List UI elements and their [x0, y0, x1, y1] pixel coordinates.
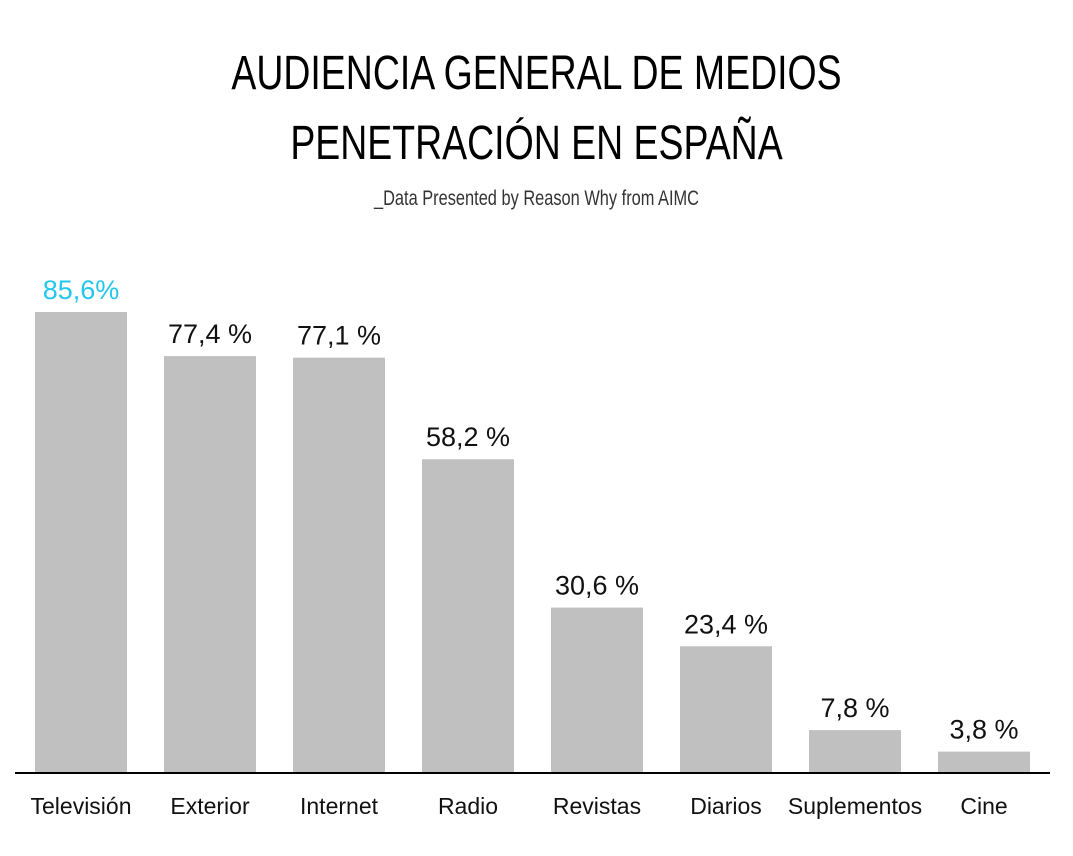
category-label-5: Revistas — [553, 793, 641, 819]
value-labels-group: 85,6% 77,4 % 77,1 % 58,2 % 30,6 % 23,4 % 7,8 %… — [43, 275, 1019, 745]
value-label-6: 23,4 % — [684, 609, 768, 639]
bar-3 — [293, 357, 385, 772]
bar-7 — [809, 730, 901, 772]
category-label-3: Internet — [300, 793, 379, 819]
value-label-7: 7,8 % — [820, 693, 889, 723]
category-label-2: Exterior — [170, 793, 250, 819]
value-label-5: 30,6 % — [555, 571, 639, 601]
category-labels-group: Televisión Exterior Internet Radio Revistas D… — [31, 793, 1008, 819]
value-label-3: 77,1 % — [297, 321, 381, 351]
bar-8 — [938, 751, 1030, 772]
value-label-1: 85,6% — [43, 275, 120, 305]
category-label-7: Suplementos — [788, 793, 922, 819]
bar-4 — [422, 459, 514, 772]
bar-2 — [164, 356, 256, 772]
bars-group — [35, 312, 1030, 772]
chart-title-line-1: AUDIENCIA GENERAL DE MEDIOS — [231, 47, 842, 100]
chart-title-line-2: PENETRACIÓN EN ESPAÑA — [290, 117, 783, 170]
bar-1 — [35, 312, 127, 772]
category-label-1: Televisión — [31, 793, 132, 819]
category-label-4: Radio — [438, 793, 498, 819]
bar-6 — [680, 646, 772, 772]
category-label-6: Diarios — [690, 793, 762, 819]
value-label-8: 3,8 % — [949, 715, 1018, 745]
value-label-4: 58,2 % — [426, 422, 510, 452]
value-label-2: 77,4 % — [168, 319, 252, 349]
category-label-8: Cine — [960, 793, 1007, 819]
chart-subtitle: _Data Presented by Reason Why from AIMC — [373, 187, 700, 210]
bar-5 — [551, 607, 643, 772]
